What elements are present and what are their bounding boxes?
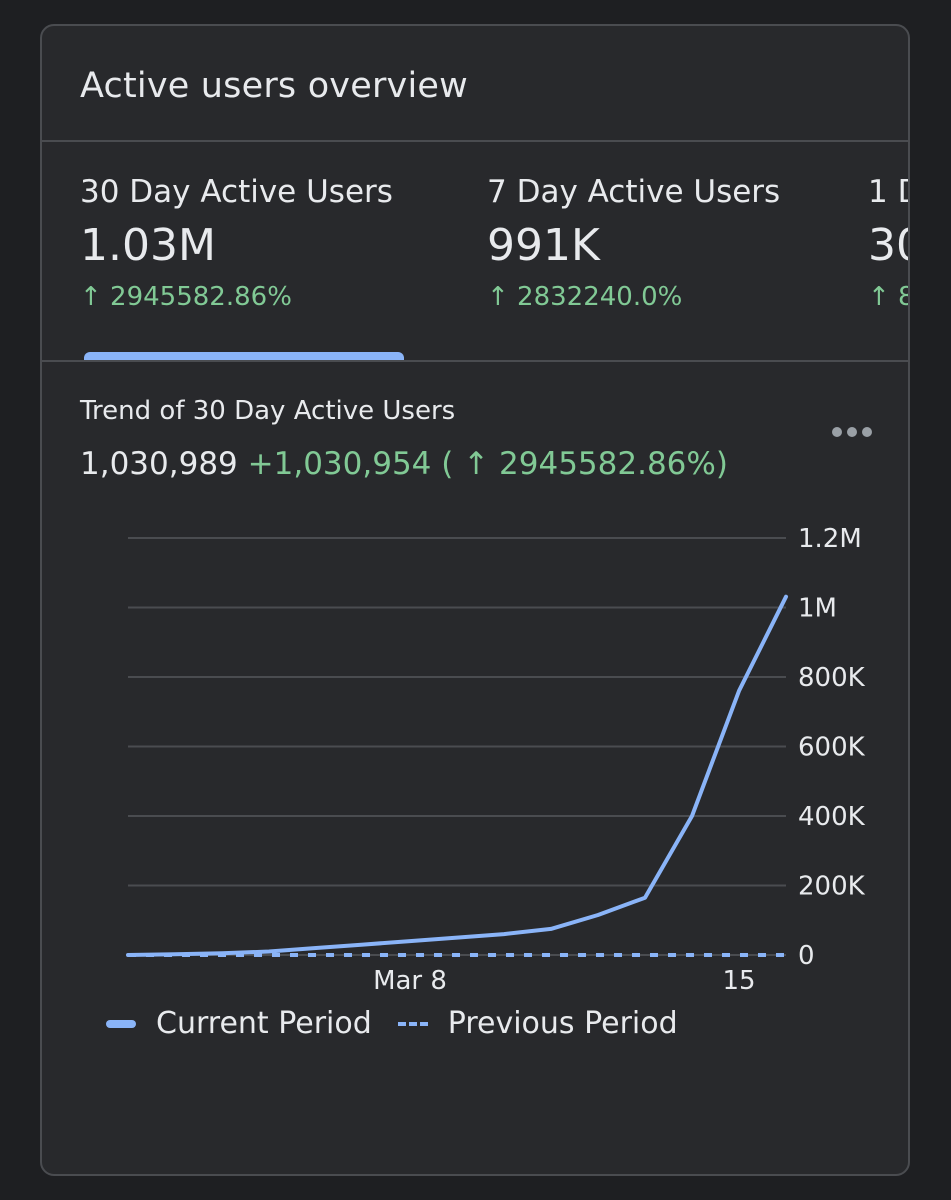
- metric-value: 30: [868, 220, 908, 271]
- tabs-divider: [42, 360, 908, 362]
- more-options-icon[interactable]: [832, 422, 884, 442]
- legend-label: Current Period: [156, 1006, 372, 1041]
- y-tick-label: 600K: [798, 733, 866, 763]
- metric-value: 991K: [487, 220, 600, 271]
- x-tick-label: 15: [722, 966, 755, 996]
- metric-tab-30-day[interactable]: 30 Day Active Users 1.03M ↑ 2945582.86%: [80, 172, 393, 314]
- trend-percent: ( ↑ 2945582.86%): [441, 446, 728, 482]
- chart-legend: Current Period Previous Period: [106, 1006, 704, 1041]
- metric-change: ↑ 8: [868, 282, 908, 312]
- y-tick-label: 800K: [798, 663, 866, 693]
- legend-current-period[interactable]: Current Period: [106, 1006, 372, 1041]
- metric-tab-1-day[interactable]: 1 D 30 ↑ 8: [868, 172, 908, 314]
- metric-label: 1 D: [868, 174, 908, 210]
- trend-total: 1,030,989: [80, 446, 238, 482]
- y-tick-label: 1M: [798, 594, 837, 624]
- legend-solid-line-icon: [106, 1019, 136, 1028]
- metric-label: 30 Day Active Users: [80, 174, 393, 210]
- y-tick-label: 200K: [798, 872, 866, 902]
- selected-tab-indicator: [84, 352, 404, 362]
- metric-label: 7 Day Active Users: [487, 174, 781, 210]
- trend-summary: 1,030,989 +1,030,954 ( ↑ 2945582.86%): [80, 446, 728, 482]
- legend-label: Previous Period: [447, 1006, 678, 1041]
- current-period-line: [126, 594, 788, 957]
- y-tick-label: 400K: [798, 802, 866, 832]
- metric-change: ↑ 2832240.0%: [487, 282, 683, 312]
- trend-title: Trend of 30 Day Active Users: [80, 396, 456, 426]
- metric-value: 1.03M: [80, 220, 216, 271]
- card-title: Active users overview: [80, 66, 468, 106]
- metric-tab-7-day[interactable]: 7 Day Active Users 991K ↑ 2832240.0%: [487, 172, 780, 314]
- active-users-card: Active users overview 30 Day Active User…: [40, 24, 910, 1176]
- y-tick-label: 1.2M: [798, 524, 862, 554]
- y-tick-label: 0: [798, 941, 815, 971]
- legend-previous-period[interactable]: Previous Period: [397, 1006, 678, 1041]
- x-tick-label: Mar 8: [373, 966, 447, 996]
- metric-tabs: 30 Day Active Users 1.03M ↑ 2945582.86% …: [42, 142, 908, 360]
- trend-delta: +1,030,954: [247, 446, 432, 482]
- metric-change: ↑ 2945582.86%: [80, 282, 292, 312]
- trend-chart: 0 200K 400K 600K 800K 1M 1.2M Mar 8 15: [126, 524, 866, 996]
- header-divider: [42, 140, 908, 142]
- legend-dashed-line-icon: [397, 1021, 428, 1026]
